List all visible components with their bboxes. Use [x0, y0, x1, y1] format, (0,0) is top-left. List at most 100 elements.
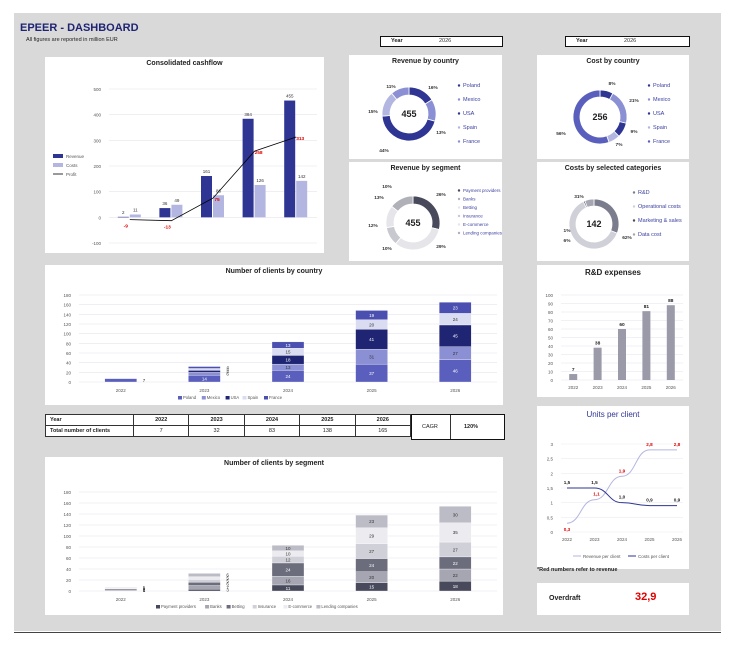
y-tick-label: 20 — [548, 361, 554, 366]
data-label: 60 — [619, 322, 625, 328]
table-cell: 2026 — [354, 414, 412, 426]
legend-marker — [647, 84, 651, 87]
cagr-box: CAGR 120% — [411, 414, 505, 440]
legend-label: Poland — [183, 395, 197, 400]
x-tick-label: 2022 — [116, 597, 127, 602]
clients-table: Year 2022 2023 2024 2025 2026 Total numb… — [45, 414, 412, 437]
pct-label: 11% — [386, 84, 396, 90]
legend-label: E-commerce — [463, 222, 489, 227]
legend-marker — [457, 126, 461, 129]
bar-rnd — [666, 305, 675, 380]
bar-costs — [171, 204, 183, 218]
legend-label: Payment providers — [161, 604, 196, 609]
legend-swatch — [252, 605, 257, 609]
data-label: 10 — [285, 546, 291, 551]
profit-label: -13 — [164, 225, 171, 231]
profit-label: 313 — [296, 136, 304, 142]
data-label: 41 — [369, 337, 375, 342]
legend-label: Betting — [232, 604, 246, 609]
stacked-bar-segment — [104, 588, 137, 591]
y-tick-label: 300 — [93, 138, 101, 143]
y-tick-label: 60 — [66, 556, 72, 561]
legend-label: Spain — [463, 125, 477, 131]
legend-label: USA — [463, 111, 475, 117]
data-label: 126 — [256, 178, 264, 183]
chart-title: Costs by selected categories — [564, 165, 662, 172]
legend-label: Costs — [66, 163, 78, 168]
table-cell: 83 — [243, 425, 301, 437]
legend-label: Spain — [653, 125, 667, 131]
legend-swatch — [316, 605, 321, 609]
year-filter-label: Year — [391, 38, 403, 44]
bar-revenue — [159, 208, 171, 218]
bar-revenue — [284, 100, 296, 218]
pct-label: 13% — [436, 130, 446, 136]
y-tick-label: 160 — [63, 501, 71, 506]
profit-label: 258 — [255, 150, 263, 156]
clients-country-chart: 0204060801001201401601807202214644420232… — [63, 293, 497, 400]
data-label: 10 — [285, 551, 291, 556]
data-label: 6 — [226, 371, 229, 376]
legend-label: Poland — [653, 83, 670, 89]
stacked-bar-segment — [188, 579, 221, 583]
data-label: 35 — [453, 530, 459, 535]
legend-label: France — [269, 395, 283, 400]
legend-marker — [457, 197, 461, 201]
cost-country-chart: 256 Poland Mexico USA Spain France 8% 21% 9% 7% 56… — [556, 81, 670, 148]
data-label: 1 — [143, 588, 146, 593]
data-label: 16 — [285, 578, 291, 583]
bar-revenue — [117, 216, 129, 218]
point-label: 1,9 — [619, 468, 626, 473]
pct-label: 56% — [556, 131, 566, 137]
overdraft-value: 32,9 — [635, 591, 657, 603]
legend-marker — [632, 233, 636, 236]
chart-title: Revenue by segment — [390, 165, 461, 172]
bar-rnd — [569, 374, 578, 380]
legend-marker — [457, 189, 461, 192]
year-filter-revenue[interactable]: Year 2026 — [380, 36, 503, 47]
data-label: 15 — [369, 585, 375, 590]
stacked-bar-segment — [188, 585, 221, 590]
y-tick-label: 400 — [93, 113, 101, 118]
data-label: 11 — [133, 208, 138, 213]
legend-label: Lending companies — [321, 604, 357, 609]
x-tick-label: 2026 — [672, 537, 683, 542]
legend-marker — [457, 231, 461, 235]
series-line — [567, 487, 677, 507]
stacked-bar-segment — [355, 514, 388, 528]
donut-slice — [395, 227, 440, 251]
legend-swatch — [156, 605, 160, 609]
cashflow-chart: -10001002003004005002112022-936492023-13… — [53, 87, 317, 246]
y-tick-label: 0 — [550, 530, 553, 535]
legend-swatch — [242, 396, 247, 400]
pct-label: 31% — [574, 194, 584, 200]
year-filter-cost[interactable]: Year 2026 — [565, 36, 690, 47]
stacked-bar-segment — [355, 310, 388, 320]
table-row: Year 2022 2023 2024 2025 2026 — [45, 414, 412, 426]
legend-marker — [632, 205, 636, 208]
stacked-bar-segment — [271, 341, 305, 349]
data-label: 384 — [244, 112, 252, 117]
data-label: 1 — [143, 586, 146, 591]
y-tick-label: 100 — [93, 190, 101, 195]
donut-slice — [391, 86, 410, 101]
units-panel: Units per client 0 0,5 1 1,5 2 2,5 3 2022 2023 20… — [537, 406, 689, 569]
chart-title: Revenue by country — [392, 58, 459, 65]
legend-swatch — [178, 396, 182, 400]
data-label: 27 — [453, 351, 459, 356]
pct-label: 6% — [564, 238, 572, 244]
y-tick-label: 100 — [545, 293, 553, 298]
data-label: 7 — [572, 367, 575, 373]
legend-label: Operational costs — [638, 204, 681, 210]
table-cell: 2024 — [243, 414, 301, 426]
data-label: 14 — [202, 376, 208, 381]
stacked-bar-segment — [188, 368, 221, 371]
legend-label: Mexico — [463, 97, 480, 103]
footnote: *Red numbers refer to revenue — [537, 567, 618, 573]
data-label: 29 — [369, 534, 375, 539]
y-tick-label: 80 — [66, 341, 72, 346]
profit-label: -9 — [124, 224, 129, 230]
bar-rnd — [642, 311, 651, 380]
stacked-bar-segment — [188, 589, 221, 592]
legend-swatch — [226, 605, 231, 609]
